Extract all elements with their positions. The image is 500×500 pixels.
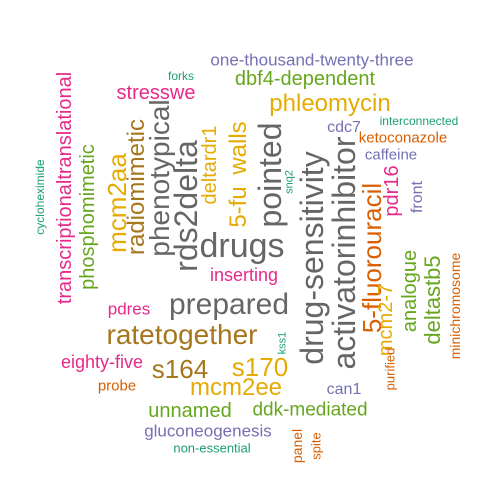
word-can1: can1	[326, 381, 362, 398]
word-phosphomimetic: phosphomimetic	[77, 144, 99, 290]
word-pdr16: pdr16	[381, 165, 403, 217]
word-activatorinhibitor: activatorinhibitor	[326, 136, 362, 370]
word-prepared: prepared	[168, 288, 290, 321]
word-minichromosome: minichromosome	[447, 252, 463, 360]
word-caffeine: caffeine	[364, 146, 418, 164]
word-drugs: drugs	[199, 227, 285, 265]
word-non-essential: non-essential	[173, 440, 251, 456]
word-probe: probe	[97, 377, 137, 395]
word-cycloheximide: cycloheximide	[33, 159, 47, 235]
word-phleomycin: phleomycin	[269, 90, 391, 117]
word-pdres: pdres	[107, 299, 151, 319]
word-one-thousand-twenty-three: one-thousand-twenty-three	[210, 50, 414, 70]
word-ddk-mediated: ddk-mediated	[252, 399, 368, 421]
word-deltardr1: deltardr1	[199, 125, 221, 205]
word-unnamed: unnamed	[148, 400, 232, 422]
word-transcriptionaltranslational: transcriptionaltranslational	[54, 71, 76, 305]
word-forks: forks	[167, 69, 195, 83]
word-spite: spite	[308, 432, 324, 460]
word-eighty-five: eighty-five	[60, 352, 144, 372]
word-mcm2-7: mcm2-7	[375, 283, 397, 357]
word-s164: s164	[151, 354, 209, 384]
word-deltastb5: deltastb5	[420, 255, 445, 345]
word-purified: purified	[382, 347, 398, 391]
word-front: front	[409, 180, 426, 214]
word-inserting: inserting	[209, 265, 279, 285]
word-panel: panel	[289, 428, 305, 464]
word-ratetogether: ratetogether	[106, 319, 258, 350]
word-rds2delta: rds2delta	[168, 140, 204, 272]
word-walls: walls	[225, 121, 252, 175]
word-dbf4-dependent: dbf4-dependent	[234, 68, 376, 90]
word-interconnected: interconnected	[379, 114, 459, 128]
word-drug-sensitivity: drug-sensitivity	[294, 151, 330, 365]
word-5-fu: 5-fu	[225, 186, 252, 228]
word-mcm2ee: mcm2ee	[189, 374, 283, 401]
word-cdc7: cdc7	[327, 119, 361, 136]
word-analogue: analogue	[399, 249, 421, 333]
word-kss1: kss1	[276, 331, 289, 355]
word-pointed: pointed	[252, 122, 288, 228]
word-stresswe: stresswe	[116, 82, 196, 104]
word-s170: s170	[231, 352, 289, 382]
word-gluconeogenesis: gluconeogenesis	[144, 421, 272, 441]
word-ketoconazole: ketoconazole	[358, 129, 448, 147]
